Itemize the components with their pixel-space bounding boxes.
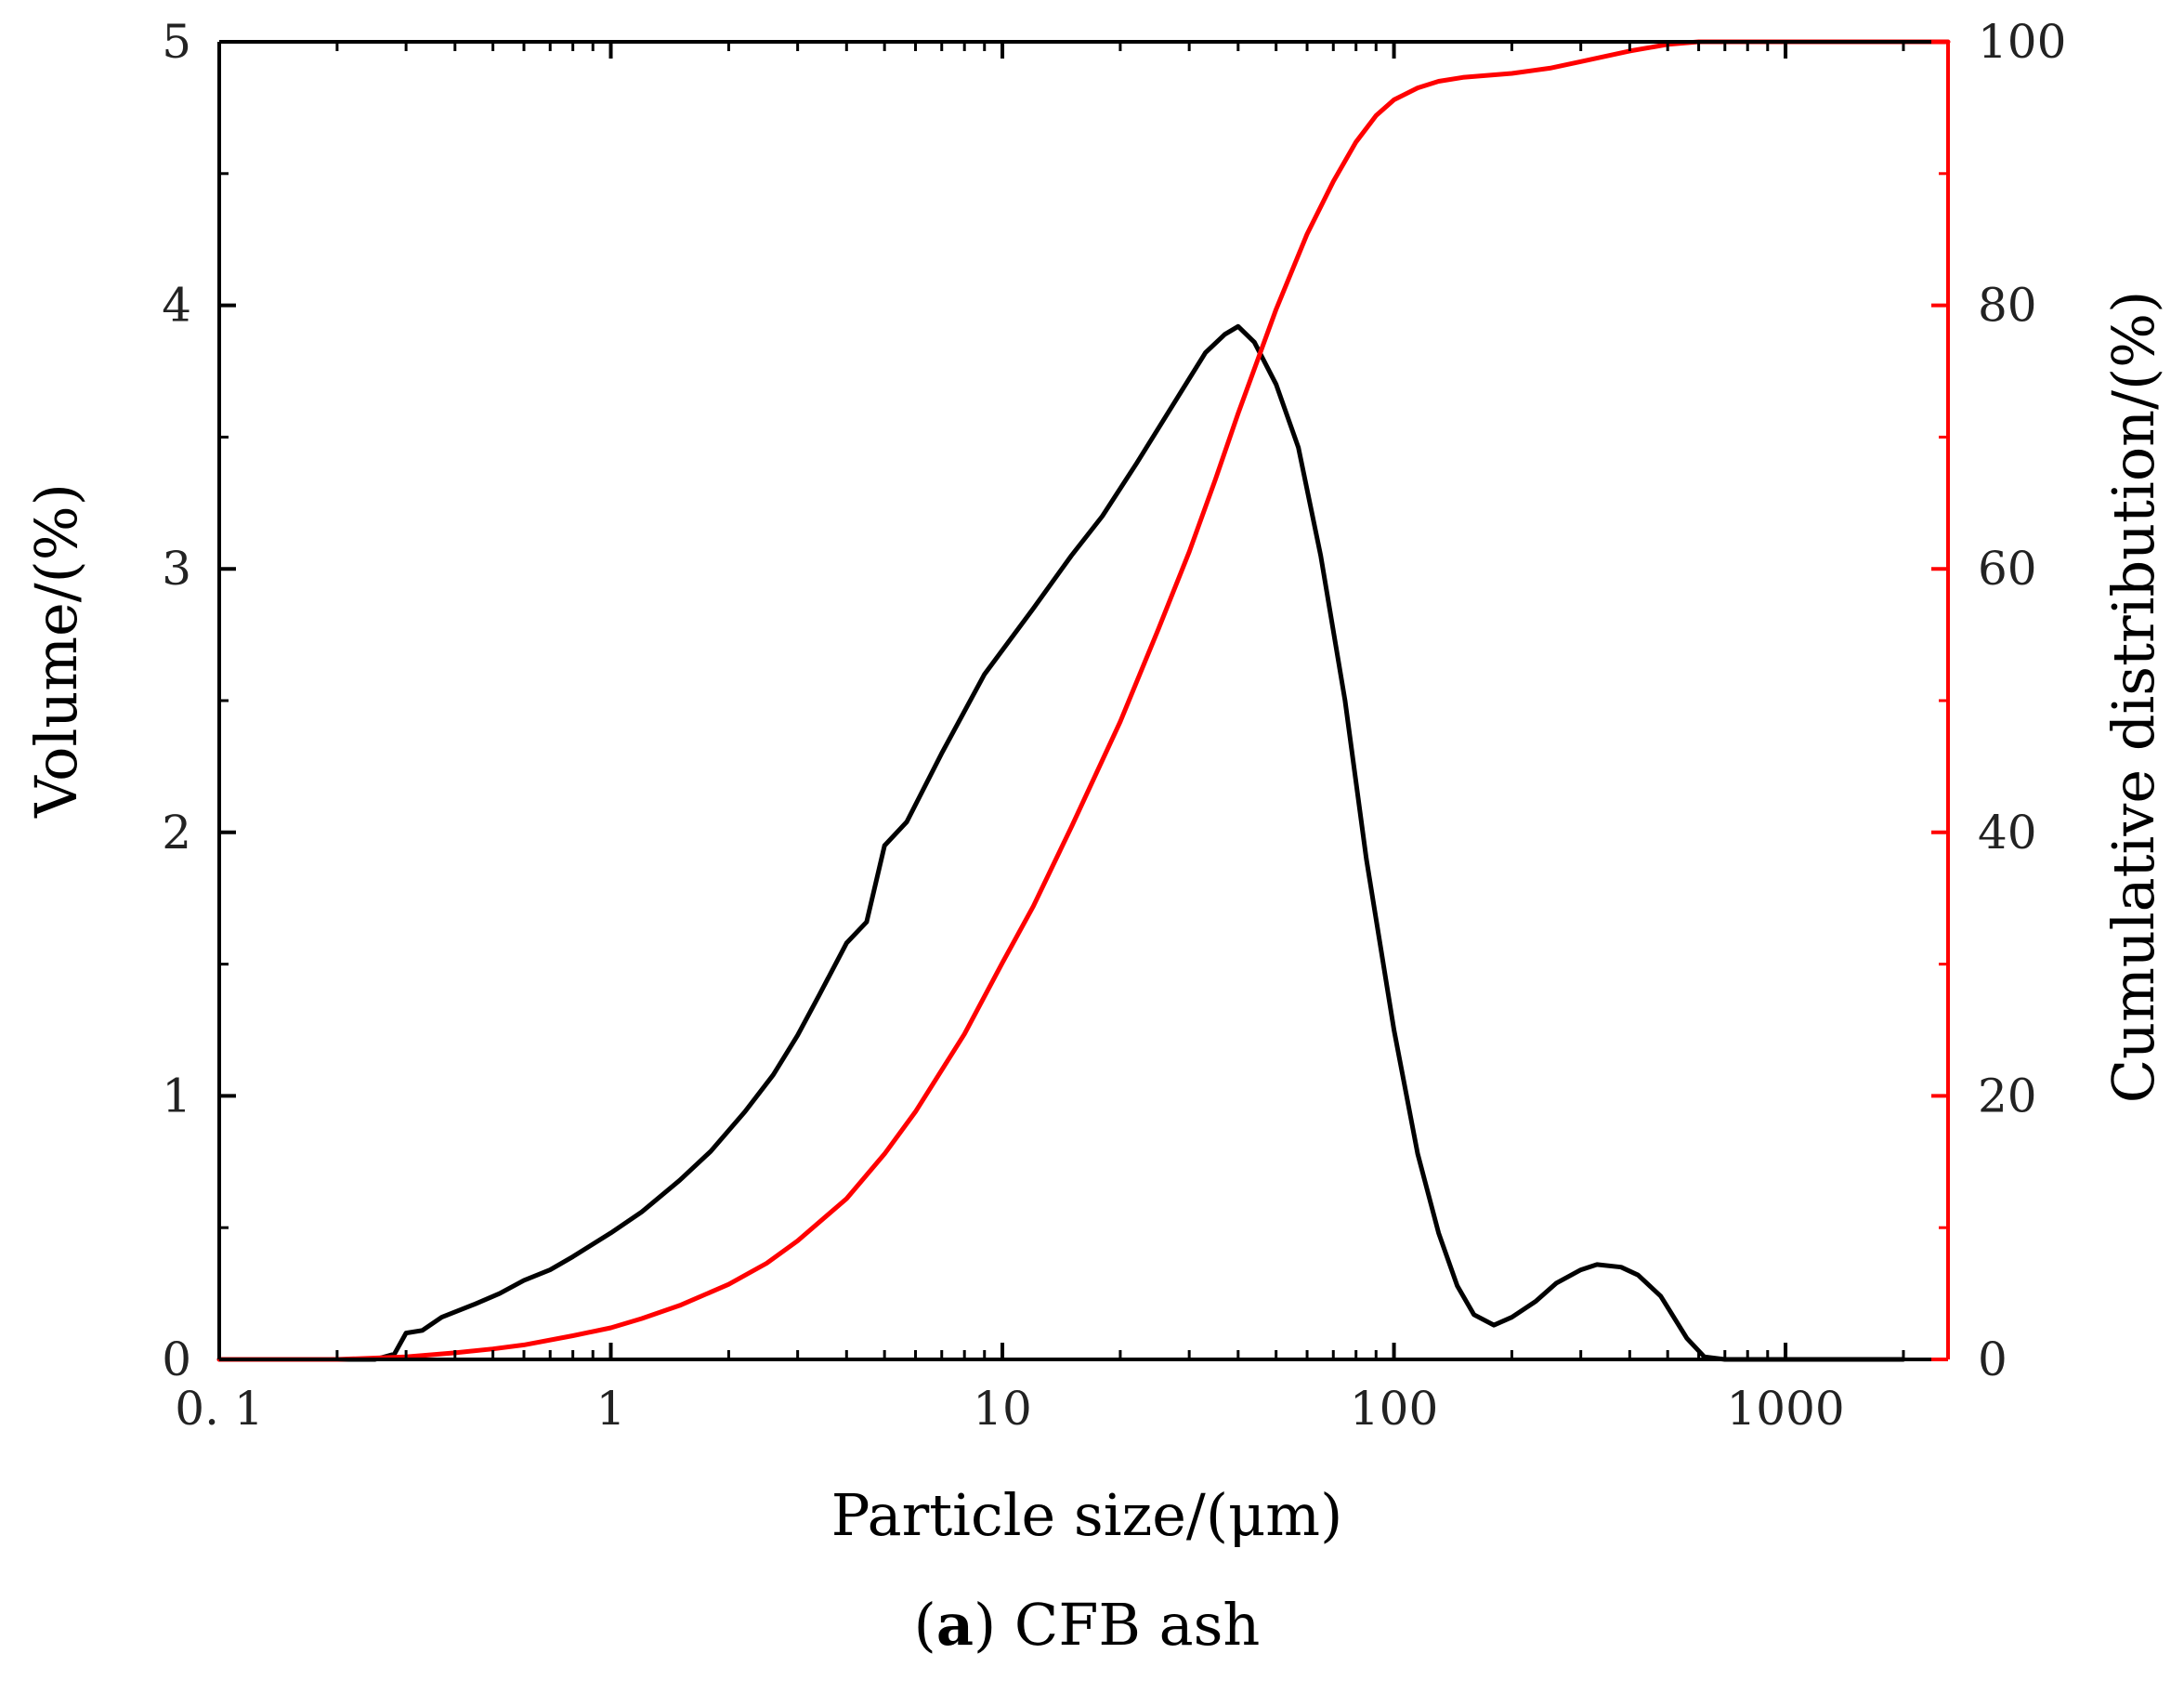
left-y-tick-label: 4	[162, 279, 191, 333]
left-y-tick-label: 3	[162, 542, 191, 596]
left-y-tick-label: 2	[162, 806, 191, 860]
series-layer	[216, 39, 1951, 1362]
right-y-tick-label: 20	[1978, 1069, 2037, 1122]
labels-layer: Particle size/(μm) Volume/(%) Cumulative…	[22, 291, 2167, 1659]
left-y-tick-label: 0	[162, 1332, 191, 1386]
cumulative-series-line	[216, 39, 1951, 1362]
figure-caption: (a) CFB ash	[914, 1591, 1261, 1659]
x-axis-title: Particle size/(μm)	[831, 1481, 1343, 1549]
x-tick-label: 1	[596, 1382, 626, 1436]
right-y-tick-label: 60	[1978, 542, 2037, 596]
right-y-tick-label: 0	[1978, 1332, 2007, 1386]
right-y-axis-title: Cumulative distribution/(%)	[2099, 291, 2167, 1104]
caption-text: CFB ash	[996, 1591, 1260, 1659]
x-tick-label: 100	[1350, 1382, 1438, 1436]
x-tick-label: 10	[973, 1382, 1032, 1436]
right-y-tick-label: 80	[1978, 279, 2037, 333]
x-tick-label: 1000	[1726, 1382, 1844, 1436]
right-y-tick-label: 40	[1978, 806, 2037, 860]
axes-layer: 0. 1 1 10 100 1000 0 1 2 3 4 5 0 20 40 60 80 100	[162, 15, 2066, 1436]
volume-series-line	[216, 323, 1906, 1362]
x-tick-label: 0. 1	[175, 1382, 263, 1436]
left-y-axis-title: Volume/(%)	[22, 483, 90, 819]
caption-letter: a	[936, 1591, 974, 1659]
caption-close-paren: )	[974, 1591, 996, 1659]
left-y-tick-label: 1	[162, 1069, 191, 1122]
right-y-tick-label: 100	[1978, 15, 2066, 69]
caption-open-paren: (	[914, 1591, 936, 1659]
left-y-tick-label: 5	[162, 15, 191, 69]
